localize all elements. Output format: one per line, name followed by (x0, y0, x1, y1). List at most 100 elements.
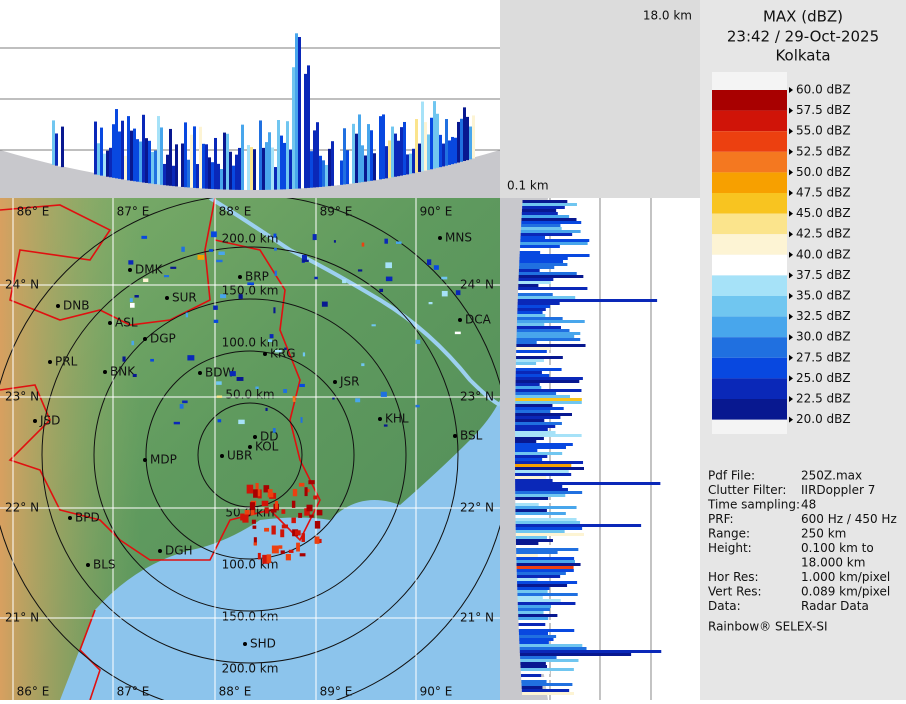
echo (517, 296, 576, 299)
city-dot (458, 318, 462, 322)
echo (518, 281, 551, 284)
echo (518, 614, 558, 617)
echo (519, 641, 549, 644)
echo (291, 500, 296, 508)
echo (515, 413, 572, 416)
info-label: Clutter Filter: (708, 483, 786, 497)
echo (250, 147, 253, 190)
echo (271, 545, 279, 554)
echo (371, 324, 376, 327)
legend-swatch (712, 213, 787, 235)
echo (515, 506, 577, 509)
echo (515, 419, 545, 422)
echo (520, 233, 573, 236)
legend-label: 50.0 dBZ (796, 165, 851, 179)
echo (385, 276, 393, 282)
echo (314, 276, 318, 280)
range-ring (145, 350, 355, 560)
echo (412, 148, 415, 174)
legend-label: 20.0 dBZ (796, 412, 851, 426)
echo (515, 536, 547, 539)
echo (263, 485, 270, 493)
range-label: 100.0 km (222, 336, 279, 350)
legend-label: 45.0 dBZ (796, 206, 851, 220)
echo (517, 293, 553, 296)
echo (128, 260, 134, 265)
echo (154, 150, 157, 185)
echo (516, 542, 539, 545)
legend-swatch (712, 275, 787, 296)
echo (517, 587, 550, 590)
title: MAX (dBZ) (763, 8, 843, 26)
echo (130, 130, 133, 181)
echo (519, 263, 568, 266)
echo (382, 114, 385, 179)
city-dot (86, 563, 90, 567)
echo (370, 130, 373, 181)
echo (143, 278, 149, 283)
top-section-ground (0, 150, 500, 198)
echo (302, 254, 307, 261)
echo (515, 491, 583, 494)
echo (455, 290, 461, 296)
legend-swatch (712, 172, 787, 193)
right-section-echoes (515, 200, 662, 695)
echo (519, 653, 632, 656)
echo (518, 290, 574, 293)
city-dot (263, 352, 267, 356)
lat-label: 21° N (5, 611, 39, 625)
echo (517, 608, 550, 611)
echo (516, 332, 581, 335)
echo (262, 147, 265, 190)
echo (516, 578, 538, 581)
echo (518, 287, 588, 290)
echo (517, 317, 563, 320)
echo (518, 275, 584, 278)
echo (376, 122, 379, 180)
echo (361, 242, 365, 247)
echo (275, 349, 282, 353)
echo (118, 131, 121, 179)
echo (106, 150, 109, 177)
city-label: ASL (115, 316, 138, 330)
city-label: PRL (55, 355, 78, 369)
range-label: 200.0 km (222, 662, 279, 676)
city-label: KRG (270, 347, 296, 361)
info-value: 0.089 km/pixel (801, 585, 890, 599)
echo (415, 339, 421, 344)
echo (518, 284, 539, 287)
echo (277, 120, 280, 190)
echo (211, 162, 214, 190)
echo (520, 245, 560, 248)
echo (403, 121, 406, 176)
echo (515, 464, 572, 467)
echo (328, 148, 331, 187)
echo (515, 440, 537, 443)
echo (515, 527, 583, 530)
city-dot (165, 296, 169, 300)
city-dot (253, 435, 257, 439)
echo (150, 358, 154, 362)
echo (271, 147, 274, 190)
echo (518, 617, 549, 620)
lon-label: 88° E (219, 205, 252, 219)
city-label: DGP (150, 332, 176, 346)
city-label: KHL (385, 412, 409, 426)
echo (516, 554, 538, 557)
echo (244, 509, 250, 515)
echo (132, 373, 137, 378)
echo (145, 138, 148, 183)
echo (515, 494, 566, 497)
echo (322, 160, 325, 187)
info-label: Data: (708, 599, 741, 613)
echo (515, 383, 540, 386)
legend-tick (789, 148, 793, 155)
echo (238, 419, 245, 425)
echo (202, 143, 205, 189)
echo (257, 552, 261, 560)
legend-label: 52.5 dBZ (796, 144, 851, 158)
echo (516, 353, 579, 356)
city-dot (333, 380, 337, 384)
legend-tick (789, 416, 793, 423)
